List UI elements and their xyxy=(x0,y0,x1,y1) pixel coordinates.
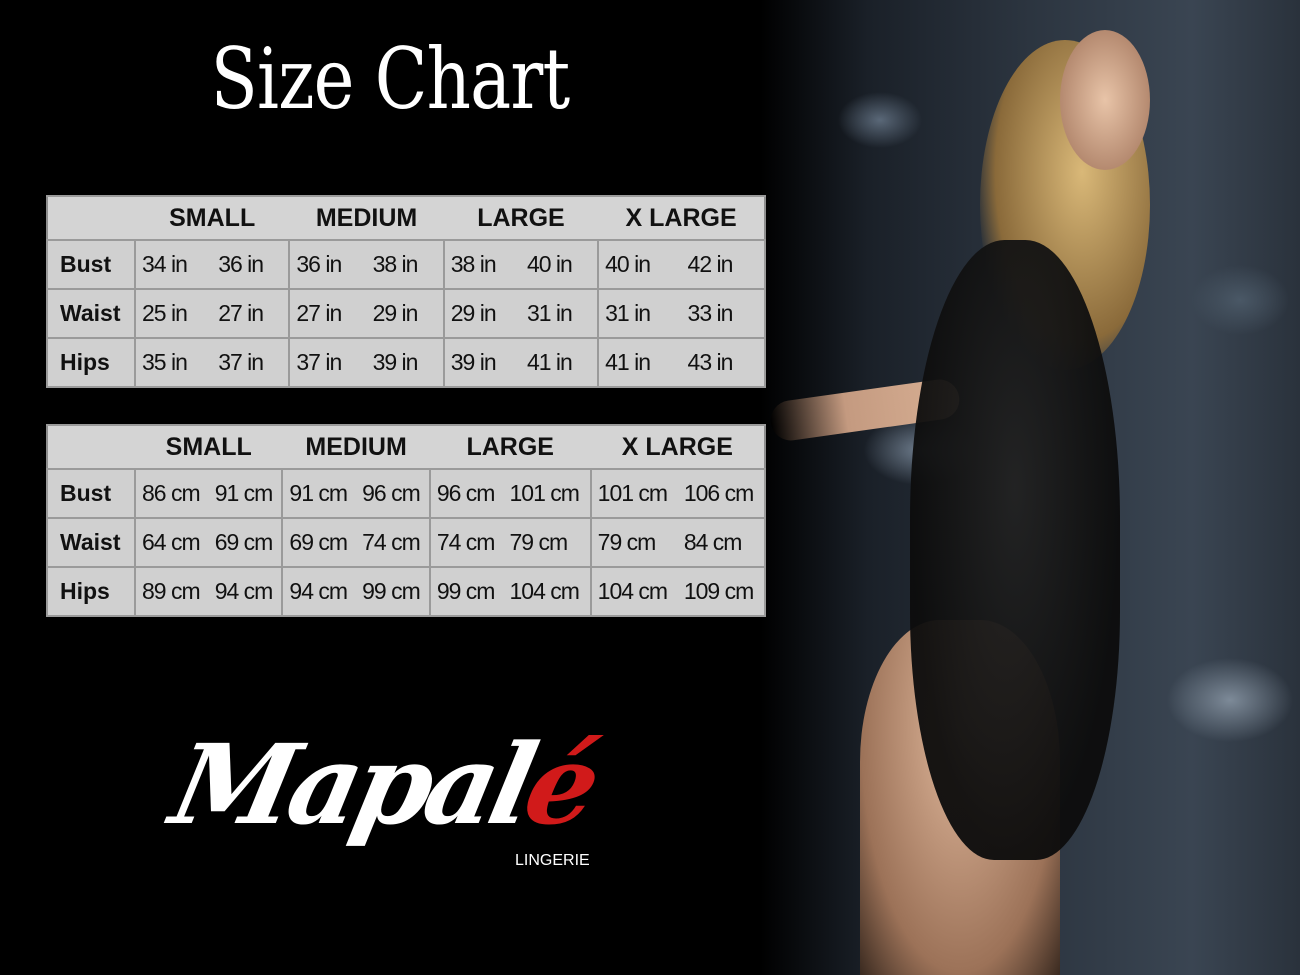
measure-value: 69 cm xyxy=(208,517,284,568)
measure-value: 89 cm xyxy=(134,566,209,617)
size-header: X LARGE xyxy=(590,424,765,470)
measure-value: 38 in xyxy=(442,239,521,290)
measure-value: 94 cm xyxy=(281,566,357,617)
measure-value: 27 in xyxy=(212,288,291,339)
measure-value: 41 in xyxy=(520,337,600,388)
measure-value: 25 in xyxy=(133,288,213,339)
measure-value: 39 in xyxy=(366,337,445,388)
logo-subtitle: LINGERIE xyxy=(515,852,590,869)
model-bodysuit xyxy=(910,240,1120,860)
table-row: Waist 64 cm 69 cm 69 cm 74 cm 74 cm 79 cm 79 cm… xyxy=(46,517,767,568)
measure-label: Bust xyxy=(46,468,136,519)
measure-value: 35 in xyxy=(133,337,213,388)
size-header: LARGE xyxy=(429,424,591,470)
table-row: Bust 34 in 36 in 36 in 38 in 38 in 40 in 40 in 4… xyxy=(46,239,767,290)
measure-label: Waist xyxy=(46,517,136,568)
measure-value: 109 cm xyxy=(677,566,767,617)
page-title: Size Chart xyxy=(210,30,571,128)
table-row: Bust 86 cm 91 cm 91 cm 96 cm 96 cm 101 cm 101 c… xyxy=(46,468,767,519)
measure-label: Bust xyxy=(46,239,136,290)
measure-value: 36 in xyxy=(212,239,291,290)
header-row: SMALL MEDIUM LARGE X LARGE xyxy=(47,195,765,241)
measure-value: 91 cm xyxy=(208,468,284,519)
measure-value: 64 cm xyxy=(134,517,209,568)
measure-value: 33 in xyxy=(681,288,767,339)
size-header: MEDIUM xyxy=(282,424,430,470)
measure-value: 104 cm xyxy=(589,566,678,617)
size-table-inches: SMALL MEDIUM LARGE X LARGE Bust 34 in 36 in 36 … xyxy=(46,195,767,388)
measure-value: 37 in xyxy=(288,337,367,388)
measure-value: 29 in xyxy=(366,288,445,339)
measure-label: Hips xyxy=(46,566,136,617)
logo-wordmark: Mapalé xyxy=(161,720,605,849)
measure-value: 86 cm xyxy=(134,468,209,519)
size-header: X LARGE xyxy=(598,195,765,241)
measure-value: 31 in xyxy=(597,288,682,339)
measure-value: 79 cm xyxy=(589,517,678,568)
measure-value: 41 in xyxy=(597,337,682,388)
measure-value: 74 cm xyxy=(356,517,431,568)
measure-value: 91 cm xyxy=(281,468,357,519)
size-header: LARGE xyxy=(443,195,599,241)
measure-value: 84 cm xyxy=(677,517,767,568)
measure-value: 106 cm xyxy=(677,468,767,519)
brand-logo: Mapalé LINGERIE xyxy=(161,720,615,880)
measure-value: 101 cm xyxy=(503,468,592,519)
measure-value: 39 in xyxy=(442,337,521,388)
table-row: Hips 89 cm 94 cm 94 cm 99 cm 99 cm 104 cm 104 c… xyxy=(46,566,767,617)
measure-value: 99 cm xyxy=(356,566,431,617)
measure-value: 101 cm xyxy=(589,468,678,519)
measure-value: 42 in xyxy=(681,239,767,290)
model-face xyxy=(1060,30,1150,170)
measure-value: 43 in xyxy=(681,337,767,388)
size-table-cm: SMALL MEDIUM LARGE X LARGE Bust 86 cm 91 cm 91 … xyxy=(46,424,767,617)
header-row: SMALL MEDIUM LARGE X LARGE xyxy=(47,424,765,470)
corner-cell xyxy=(47,195,135,241)
measure-value: 96 cm xyxy=(428,468,504,519)
measure-value: 79 cm xyxy=(503,517,592,568)
measure-value: 69 cm xyxy=(281,517,357,568)
measure-value: 36 in xyxy=(288,239,367,290)
measure-value: 31 in xyxy=(520,288,600,339)
measure-value: 104 cm xyxy=(503,566,592,617)
measure-value: 29 in xyxy=(442,288,521,339)
size-header: SMALL xyxy=(135,424,283,470)
measure-value: 27 in xyxy=(288,288,367,339)
measure-value: 40 in xyxy=(597,239,682,290)
measure-value: 40 in xyxy=(520,239,600,290)
measure-value: 99 cm xyxy=(428,566,504,617)
table-row: Hips 35 in 37 in 37 in 39 in 39 in 41 in 41 in 4… xyxy=(46,337,767,388)
size-header: MEDIUM xyxy=(289,195,444,241)
measure-value: 37 in xyxy=(212,337,291,388)
measure-value: 94 cm xyxy=(208,566,284,617)
measure-value: 96 cm xyxy=(356,468,431,519)
table-row: Waist 25 in 27 in 27 in 29 in 29 in 31 in 31 in… xyxy=(46,288,767,339)
model-photo xyxy=(760,0,1300,975)
measure-label: Hips xyxy=(46,337,136,388)
measure-label: Waist xyxy=(46,288,136,339)
measure-value: 38 in xyxy=(366,239,445,290)
logo-name: Mapal xyxy=(161,720,542,849)
measure-value: 74 cm xyxy=(428,517,504,568)
corner-cell xyxy=(47,424,135,470)
size-header: SMALL xyxy=(135,195,290,241)
measure-value: 34 in xyxy=(133,239,213,290)
